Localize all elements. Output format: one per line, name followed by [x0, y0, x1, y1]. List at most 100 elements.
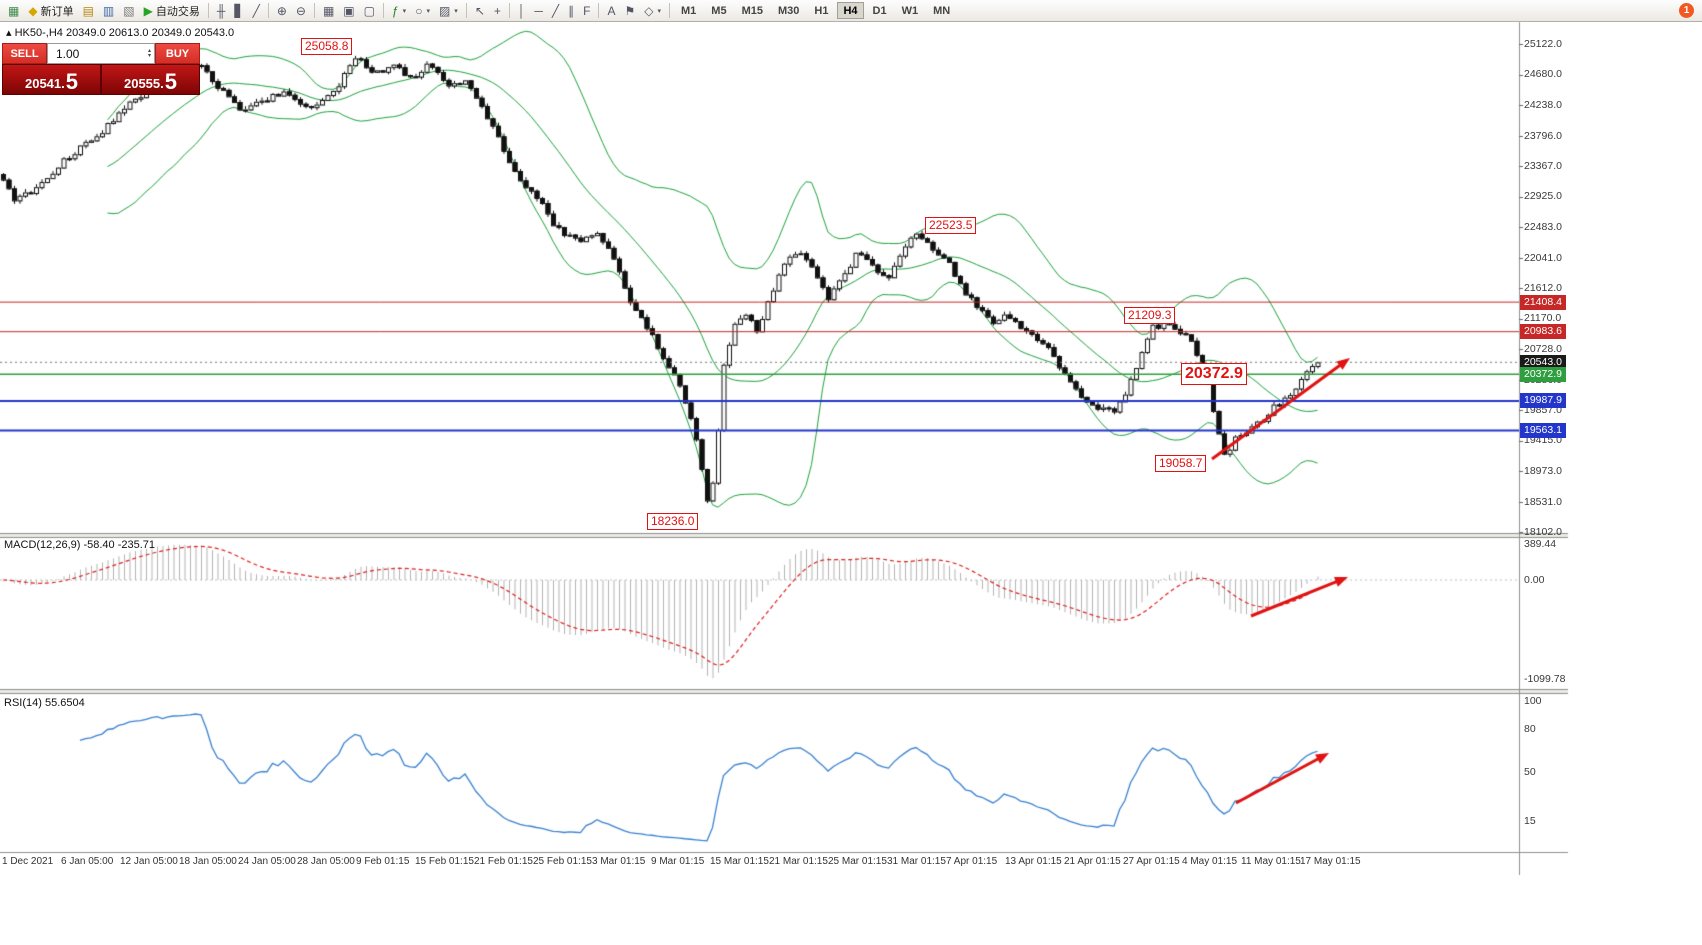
auto-trading-icon: ▶: [143, 3, 153, 18]
vertical-line-icon: │: [517, 3, 526, 18]
cascade-windows-icon: ▢: [363, 3, 375, 18]
toolbar-separator: [382, 3, 384, 18]
cursor-button[interactable]: ↖: [471, 1, 489, 20]
shapes-icon: ◇: [644, 3, 654, 18]
data-window-icon: ▥: [102, 3, 115, 18]
ask-main-digits: 20555.: [123, 76, 164, 91]
horizontal-line-button[interactable]: ─: [530, 1, 547, 20]
auto-arrange-icon: ▣: [343, 3, 355, 18]
sell-button[interactable]: SELL: [2, 43, 47, 64]
tile-windows-button[interactable]: ▦: [319, 1, 338, 20]
equidistant-channel-button[interactable]: ∥: [564, 1, 578, 20]
notification-badge[interactable]: 1: [1679, 3, 1694, 18]
chevron-down-icon: ▾: [426, 7, 430, 15]
timeframe-w1-button[interactable]: W1: [896, 2, 925, 19]
templates-icon: ▨: [438, 3, 451, 18]
auto-arrange-button[interactable]: ▣: [339, 1, 358, 20]
timeframe-m5-button[interactable]: M5: [705, 2, 732, 19]
vertical-line-button[interactable]: │: [514, 1, 530, 20]
bar-chart-icon: ╫: [216, 3, 226, 18]
data-window-button[interactable]: ▥: [99, 1, 118, 20]
chart-collapse-icon[interactable]: ▴: [6, 27, 12, 39]
text-label-button[interactable]: ⚑: [621, 1, 640, 20]
symbol-ohlc-text: HK50-,H4 20349.0 20613.0 20349.0 20543.0: [14, 27, 235, 39]
trendline-button[interactable]: ╱: [548, 1, 563, 20]
buy-button[interactable]: BUY: [155, 43, 200, 64]
candlestick-chart-button[interactable]: ▋: [230, 1, 247, 20]
crosshair-button[interactable]: +: [490, 1, 505, 20]
fibonacci-icon: F: [583, 3, 591, 18]
stepper-up-icon[interactable]: ▴: [147, 47, 151, 54]
new-order-icon: ◆: [28, 3, 38, 18]
periods-icon: ○: [415, 3, 423, 18]
timeframe-h4-button[interactable]: H4: [837, 2, 864, 19]
market-watch-button[interactable]: ▤: [79, 1, 98, 20]
toolbar: ▦ ◆ 新订单 ▤ ▥ ▧ ▶ 自动交易 ╫ ▋ ╱ ⊕ ⊖ ▦ ▣ ▢ ƒ ▾ ○ ▾ ▨ ▾ ↖ + │ ─ ╱ ∥ F A ⚑ ◇ ▾ M…: [0, 0, 1702, 22]
text-button[interactable]: A: [603, 1, 619, 20]
zoom-in-icon: ⊕: [276, 3, 287, 18]
tile-windows-icon: ▦: [322, 3, 335, 18]
candlestick-chart-icon: ▋: [234, 3, 244, 18]
rsi-header: RSI(14) 55.6504: [4, 697, 85, 709]
volume-field[interactable]: 1.00 ▴ ▾: [47, 43, 155, 64]
volume-value: 1.00: [56, 46, 80, 61]
cascade-windows-button[interactable]: ▢: [360, 1, 379, 20]
periods-button[interactable]: ○ ▾: [411, 1, 434, 20]
toolbar-separator: [313, 3, 315, 18]
bid-price-display[interactable]: 20541. 5: [2, 64, 101, 95]
bar-chart-button[interactable]: ╫: [213, 1, 230, 20]
symbol-info: ▴ HK50-,H4 20349.0 20613.0 20349.0 20543…: [6, 26, 234, 39]
new-order-button[interactable]: ◆ 新订单: [24, 1, 77, 20]
ask-big-digit: 5: [164, 69, 177, 94]
toolbar-separator: [465, 3, 467, 18]
navigator-button[interactable]: ▧: [119, 1, 138, 20]
ask-price-display[interactable]: 20555. 5: [101, 64, 200, 95]
macd-header: MACD(12,26,9) -58.40 -235.71: [4, 539, 156, 551]
indicators-button[interactable]: ƒ ▾: [388, 1, 410, 20]
chevron-down-icon: ▾: [402, 7, 407, 15]
templates-button[interactable]: ▨ ▾: [435, 1, 462, 20]
new-chart-icon: ▦: [8, 3, 20, 18]
chevron-down-icon: ▾: [657, 7, 662, 15]
text-icon: A: [607, 3, 616, 18]
toolbar-separator: [669, 3, 671, 18]
line-chart-button[interactable]: ╱: [249, 1, 264, 20]
equidistant-channel-icon: ∥: [568, 3, 575, 18]
timeframe-d1-button[interactable]: D1: [867, 2, 893, 19]
fibonacci-button[interactable]: F: [579, 1, 594, 20]
zoom-out-icon: ⊖: [295, 3, 306, 18]
timeframe-mn-button[interactable]: MN: [927, 2, 956, 19]
cursor-icon: ↖: [474, 3, 485, 18]
new-order-button-label: 新订单: [40, 5, 74, 18]
crosshair-icon: +: [493, 3, 501, 18]
volume-stepper[interactable]: ▴ ▾: [147, 47, 151, 59]
one-click-trading-panel: SELL 1.00 ▴ ▾ BUY 20541. 5 20555. 5: [2, 43, 200, 95]
zoom-in-button[interactable]: ⊕: [273, 1, 291, 20]
text-label-icon: ⚑: [624, 3, 636, 18]
new-chart-button[interactable]: ▦: [4, 1, 23, 20]
timeframe-m15-button[interactable]: M15: [736, 2, 769, 19]
toolbar-separator: [267, 3, 269, 18]
chevron-down-icon: ▾: [454, 7, 458, 15]
auto-trading-button-label: 自动交易: [155, 5, 200, 18]
stepper-down-icon[interactable]: ▾: [147, 52, 151, 59]
indicators-icon: ƒ: [391, 3, 399, 18]
bid-big-digit: 5: [65, 69, 78, 94]
toolbar-separator: [598, 3, 600, 18]
timeframe-m30-button[interactable]: M30: [772, 2, 805, 19]
shapes-button[interactable]: ◇ ▾: [640, 1, 665, 20]
horizontal-line-icon: ─: [534, 3, 543, 18]
zoom-out-button[interactable]: ⊖: [292, 1, 310, 20]
auto-trading-button[interactable]: ▶ 自动交易: [140, 1, 204, 20]
market-watch-icon: ▤: [82, 3, 94, 18]
trendline-icon: ╱: [551, 3, 560, 18]
line-chart-icon: ╱: [252, 3, 260, 18]
toolbar-separator: [508, 3, 510, 18]
bid-main-digits: 20541.: [24, 76, 65, 91]
timeframe-m1-button[interactable]: M1: [675, 2, 702, 19]
timeframe-h1-button[interactable]: H1: [808, 2, 834, 19]
navigator-icon: ▧: [123, 3, 135, 18]
toolbar-separator: [207, 3, 209, 18]
